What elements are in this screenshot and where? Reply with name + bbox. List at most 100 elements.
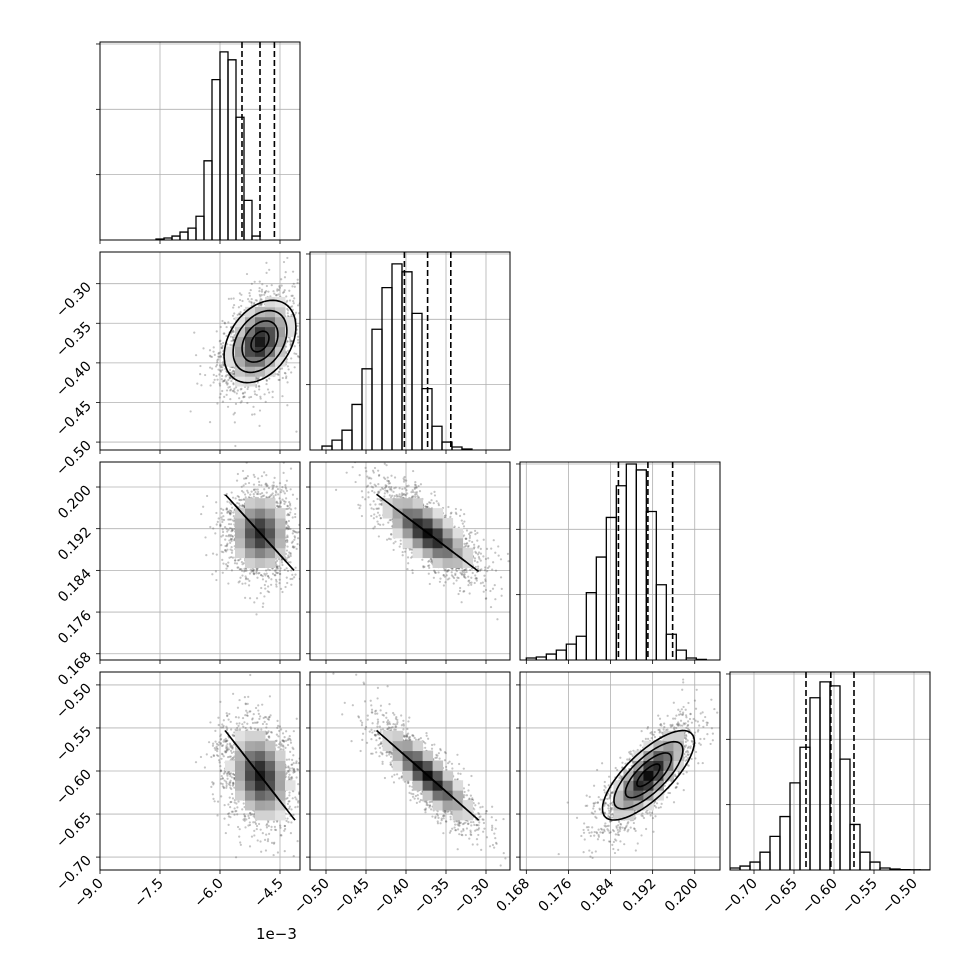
scatter-point (227, 535, 230, 538)
scatter-point (223, 332, 226, 335)
scatter-point (286, 507, 289, 510)
scatter-point (223, 804, 226, 807)
scatter-point (228, 377, 231, 380)
scatter-point (265, 382, 268, 386)
scatter-point (288, 791, 291, 794)
scatter-point (262, 494, 266, 497)
scatter-point (248, 821, 251, 824)
scatter-point (268, 391, 271, 394)
scatter-point (221, 785, 224, 788)
scatter-point (259, 573, 263, 577)
scatter-point (202, 505, 205, 508)
scatter-point (224, 549, 227, 552)
scatter-point (219, 733, 223, 736)
scatter-point (288, 513, 291, 516)
scatter-point (262, 716, 265, 720)
scatter-point (253, 413, 256, 416)
scatter-point (285, 739, 288, 742)
scatter-point (291, 270, 295, 273)
scatter-point (285, 526, 288, 529)
scatter-point (219, 325, 222, 329)
scatter-point (231, 331, 234, 334)
scatter-point (261, 832, 264, 835)
scatter-point (256, 567, 259, 570)
scatter-point (246, 401, 249, 405)
scatter-point (303, 761, 305, 763)
scatter-point (225, 544, 228, 548)
scatter-point (215, 747, 218, 750)
scatter-point (219, 700, 222, 703)
scatter-point (302, 535, 304, 537)
scatter-point (290, 569, 293, 572)
scatter-point (218, 364, 222, 367)
scatter-point (243, 721, 246, 724)
scatter-point (232, 782, 235, 785)
scatter-point (225, 563, 228, 566)
grid (99, 42, 300, 240)
scatter-point (291, 540, 294, 543)
scatter-point (267, 590, 271, 594)
scatter-point (278, 729, 281, 733)
scatter-point (231, 336, 235, 340)
scatter-point (229, 801, 232, 804)
scatter-point (245, 569, 248, 572)
scatter-point (242, 505, 245, 508)
density-cell (265, 306, 276, 318)
scatter-point (257, 709, 260, 712)
scatter-point (295, 776, 298, 779)
scatter-point (236, 494, 239, 498)
scatter-point (246, 714, 249, 717)
scatter-point (289, 551, 292, 555)
scatter-point (292, 767, 295, 770)
scatter-point (217, 358, 220, 361)
scatter-point (237, 724, 240, 727)
scatter-point (290, 508, 293, 511)
scatter-point (220, 507, 223, 510)
scatter-point (266, 838, 270, 841)
scatter-point (270, 828, 273, 831)
density-cell (245, 557, 256, 569)
scatter-point (270, 578, 273, 581)
scatter-point (275, 564, 278, 567)
scatter-point (229, 781, 232, 784)
scatter-point (209, 384, 212, 387)
scatter-point (258, 300, 262, 303)
scatter-point (217, 352, 220, 355)
hist-0-panel (96, 41, 301, 244)
scatter-point (268, 736, 271, 739)
scatter-point (227, 386, 230, 389)
scatter-point (297, 801, 300, 804)
scatter-point (229, 541, 232, 545)
scatter-point (225, 543, 229, 547)
scatter-point (288, 299, 292, 302)
scatter-point (243, 813, 246, 816)
scatter-point (229, 513, 232, 516)
scatter-point (233, 776, 236, 779)
scatter-point (291, 758, 294, 761)
scatter-point (246, 491, 250, 494)
scatter-point (289, 343, 292, 346)
scatter-point (230, 776, 234, 779)
scatter-point (327, 523, 329, 525)
scatter-point (244, 496, 247, 499)
scatter-point (284, 271, 287, 274)
scatter-point (243, 815, 246, 818)
scatter-point (226, 383, 229, 386)
scatter-point (289, 832, 292, 835)
scatter-point (225, 786, 228, 789)
scatter-point (230, 744, 234, 748)
scatter-point (226, 511, 229, 514)
scatter-point (240, 304, 243, 308)
scatter-point (290, 775, 293, 779)
scatter-point (329, 833, 331, 835)
scatter-point (259, 592, 262, 595)
scatter-point (222, 332, 225, 335)
scatter-point (224, 831, 227, 835)
scatter-point (232, 750, 235, 753)
scatter-point (286, 307, 289, 311)
scatter-point (279, 367, 282, 371)
scatter-point (213, 353, 216, 356)
scatter-point (267, 496, 271, 499)
scatter-point (227, 803, 230, 806)
scatter-point (277, 565, 281, 568)
